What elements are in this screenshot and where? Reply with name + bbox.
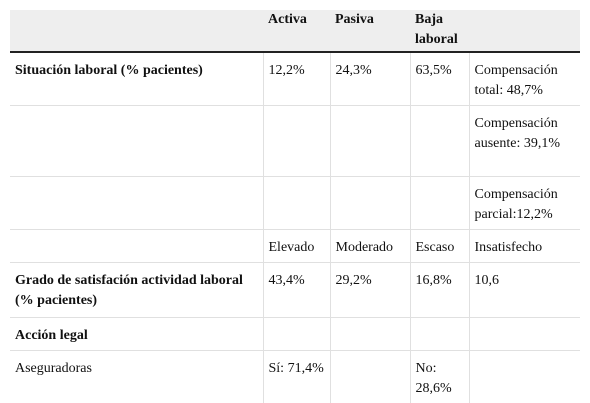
row-label: Acción legal: [10, 318, 263, 351]
row-label: [10, 106, 263, 177]
cell-activa: [263, 106, 330, 177]
header-cell-baja-laboral: Baja laboral: [410, 10, 469, 52]
table-container: Activa Pasiva Baja laboral Situación lab…: [10, 10, 580, 403]
cell-baja-laboral: [410, 177, 469, 230]
cell-compensacion: Compensación ausente: 39,1%: [469, 106, 580, 177]
header-cell-pasiva: Pasiva: [330, 10, 410, 52]
cell-baja-laboral: 63,5%: [410, 52, 469, 106]
cell-empty: [410, 318, 469, 351]
cell-insatisfecho-value: 10,6: [469, 263, 580, 318]
cell-activa: 12,2%: [263, 52, 330, 106]
cell-pasiva: [330, 177, 410, 230]
header-cell-activa: Activa: [263, 10, 330, 52]
row-label: [10, 177, 263, 230]
row-label: Aseguradoras: [10, 351, 263, 403]
cell-activa: [263, 177, 330, 230]
table-row-aseguradoras: Aseguradoras Sí: 71,4% No: 28,6%: [10, 351, 580, 403]
table-row-grado-satisfaccion: Grado de satisfación actividad laboral (…: [10, 263, 580, 318]
data-table: Activa Pasiva Baja laboral Situación lab…: [10, 10, 580, 403]
cell-elevado-value: 43,4%: [263, 263, 330, 318]
table-row-compensacion-parcial: Compensación parcial:12,2%: [10, 177, 580, 230]
table-header-row: Activa Pasiva Baja laboral: [10, 10, 580, 52]
table-row-satisfaction-levels: Elevado Moderado Escaso Insatisfecho: [10, 230, 580, 263]
cell-no: No: 28,6%: [410, 351, 469, 403]
table-row-situacion-laboral: Situación laboral (% pacientes) 12,2% 24…: [10, 52, 580, 106]
cell-elevado: Elevado: [263, 230, 330, 263]
cell-pasiva: [330, 106, 410, 177]
cell-baja-laboral: [410, 106, 469, 177]
cell-empty: [330, 318, 410, 351]
cell-moderado-value: 29,2%: [330, 263, 410, 318]
cell-si: Sí: 71,4%: [263, 351, 330, 403]
row-label: Grado de satisfación actividad laboral (…: [10, 263, 263, 318]
cell-pasiva: 24,3%: [330, 52, 410, 106]
cell-insatisfecho: Insatisfecho: [469, 230, 580, 263]
table-row-compensacion-ausente: Compensación ausente: 39,1%: [10, 106, 580, 177]
cell-empty: [330, 351, 410, 403]
cell-compensacion: Compensación parcial:12,2%: [469, 177, 580, 230]
row-label: Situación laboral (% pacientes): [10, 52, 263, 106]
header-cell-empty: [10, 10, 263, 52]
cell-empty: [469, 318, 580, 351]
row-label: [10, 230, 263, 263]
cell-compensacion: Compensación total: 48,7%: [469, 52, 580, 106]
header-cell-extra: [469, 10, 580, 52]
cell-empty: [469, 351, 580, 403]
cell-moderado: Moderado: [330, 230, 410, 263]
cell-empty: [263, 318, 330, 351]
table-row-accion-legal: Acción legal: [10, 318, 580, 351]
cell-escaso: Escaso: [410, 230, 469, 263]
cell-escaso-value: 16,8%: [410, 263, 469, 318]
